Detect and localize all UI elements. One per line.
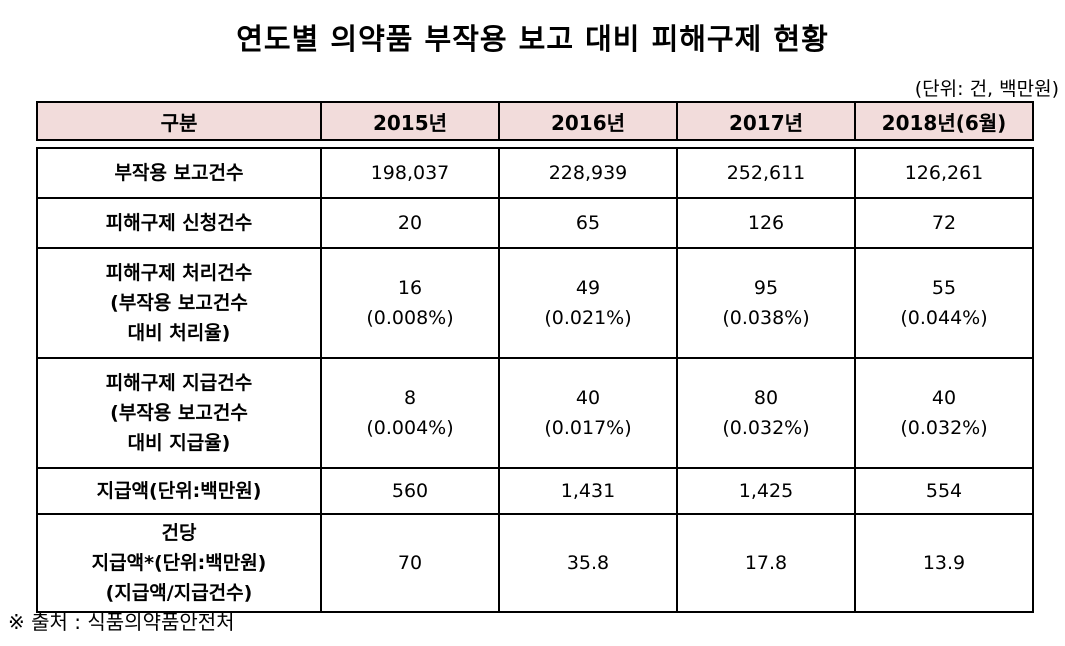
table-row: 피해구제 지급건수 (부작용 보고건수 대비 지급율) 8 (0.004%) 40… [36,357,1034,469]
cell: 126,261 [854,147,1034,199]
cell: 40 (0.017%) [498,357,678,469]
cell: 95 (0.038%) [676,247,856,359]
row-label: 피해구제 지급건수 (부작용 보고건수 대비 지급율) [36,357,322,469]
cell: 49 (0.021%) [498,247,678,359]
cell: 16 (0.008%) [320,247,500,359]
cell: 252,611 [676,147,856,199]
cell: 228,939 [498,147,678,199]
cell: 40 (0.032%) [854,357,1034,469]
source-note: ※ 출처 : 식품의약품안전처 [8,610,235,634]
table-row: 지급액(단위:백만원) 560 1,431 1,425 554 [36,467,1034,515]
header-2016: 2016년 [498,101,678,141]
cell: 70 [320,513,500,613]
data-table: 구분 2015년 2016년 2017년 2018년(6월) 부작용 보고건수 … [36,101,1034,613]
row-label: 피해구제 처리건수 (부작용 보고건수 대비 처리율) [36,247,322,359]
row-label: 지급액(단위:백만원) [36,467,322,515]
cell: 560 [320,467,500,515]
cell: 198,037 [320,147,500,199]
table-row: 부작용 보고건수 198,037 228,939 252,611 126,261 [36,147,1034,199]
header-2018: 2018년(6월) [854,101,1034,141]
row-label: 피해구제 신청건수 [36,197,322,249]
header-2015: 2015년 [320,101,500,141]
cell: 65 [498,197,678,249]
row-label: 건당 지급액*(단위:백만원) (지급액/지급건수) [36,513,322,613]
header-separator [37,139,1033,149]
table-row: 피해구제 신청건수 20 65 126 72 [36,197,1034,249]
cell: 554 [854,467,1034,515]
row-label: 부작용 보고건수 [36,147,322,199]
header-2017: 2017년 [676,101,856,141]
cell: 80 (0.032%) [676,357,856,469]
cell: 1,425 [676,467,856,515]
cell: 55 (0.044%) [854,247,1034,359]
cell: 8 (0.004%) [320,357,500,469]
header-category: 구분 [36,101,322,141]
cell: 20 [320,197,500,249]
cell: 17.8 [676,513,856,613]
unit-note: (단위: 건, 백만원) [914,78,1059,100]
cell: 13.9 [854,513,1034,613]
cell: 126 [676,197,856,249]
cell: 35.8 [498,513,678,613]
cell: 72 [854,197,1034,249]
table-header-row: 구분 2015년 2016년 2017년 2018년(6월) [36,101,1034,141]
cell: 1,431 [498,467,678,515]
table-row: 피해구제 처리건수 (부작용 보고건수 대비 처리율) 16 (0.008%) 4… [36,247,1034,359]
page-title: 연도별 의약품 부작용 보고 대비 피해구제 현황 [236,22,829,56]
table-row: 건당 지급액*(단위:백만원) (지급액/지급건수) 70 35.8 17.8 … [36,513,1034,613]
